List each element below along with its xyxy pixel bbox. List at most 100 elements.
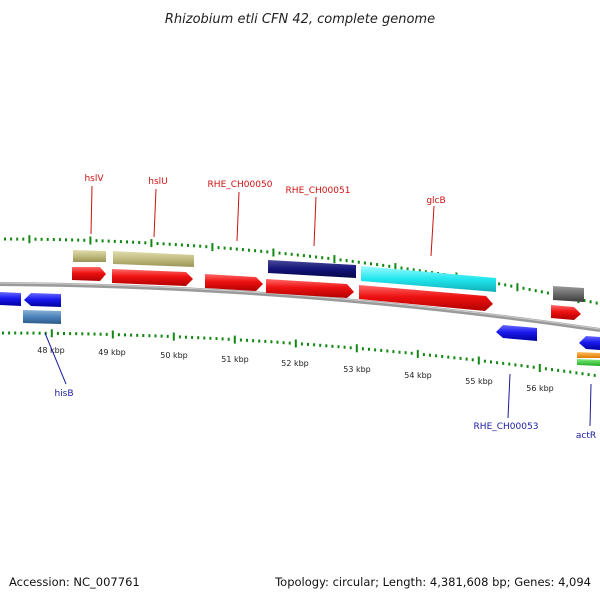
lower-tick-mark xyxy=(429,353,431,357)
lower-tick-mark xyxy=(313,343,316,347)
upper-tick-mark xyxy=(418,269,421,273)
upper-tick-mark xyxy=(10,237,13,241)
hslU-cog-block[interactable] xyxy=(113,251,194,267)
upper-tick-mark xyxy=(394,263,397,272)
lower-tick-mark xyxy=(343,345,346,349)
upper-tick-mark xyxy=(58,238,61,242)
genome-summary-text: Topology: circular; Length: 4,381,608 bp… xyxy=(274,575,591,589)
lower-tick-mark xyxy=(2,331,4,335)
upper-tick-mark xyxy=(174,243,177,247)
upper-tick-mark xyxy=(187,243,189,247)
lower-tick-mark xyxy=(252,339,255,343)
upper-tick-mark xyxy=(424,270,427,274)
tick-label-54: 54 kbp xyxy=(404,371,432,380)
label-hslU[interactable]: hslU xyxy=(148,177,167,187)
left-edge-gene-arrow[interactable] xyxy=(0,292,21,306)
lower-tick-mark xyxy=(276,340,279,344)
lower-tick-mark xyxy=(544,367,547,371)
lower-tick-mark xyxy=(172,332,175,341)
upper-tick-mark xyxy=(89,236,92,245)
hisB-gene-arrow[interactable] xyxy=(24,293,61,307)
upper-tick-mark xyxy=(65,238,67,242)
lower-tick-mark xyxy=(508,362,511,366)
hisB-leader-line xyxy=(44,332,67,385)
actR-cog-orange[interactable] xyxy=(577,352,600,358)
lower-tick-mark xyxy=(75,332,78,336)
upper-tick-mark xyxy=(254,249,257,253)
label-hslV[interactable]: hslV xyxy=(84,174,104,184)
upper-tick-mark xyxy=(357,260,360,264)
RHE_CH00051-cog-block[interactable] xyxy=(268,260,356,278)
top-gene-labels: hslV hslU RHE_CH00050 RHE_CH00051 glcB xyxy=(84,174,446,257)
actR-gene-arrow[interactable] xyxy=(579,336,600,350)
RHE_CH00053-leader-line xyxy=(507,373,511,419)
upper-tick-mark xyxy=(595,301,598,305)
upper-tick-mark xyxy=(235,247,238,251)
actR-cog-green[interactable] xyxy=(577,359,600,366)
RHE_CH00050-gene-arrow[interactable] xyxy=(205,274,263,291)
kbp-axis-labels: 48 kbp 49 kbp 50 kbp 51 kbp 52 kbp 53 kb… xyxy=(37,346,554,393)
lower-tick-mark xyxy=(38,331,41,335)
lower-tick-mark xyxy=(368,347,370,351)
upper-tick-mark xyxy=(583,299,586,302)
lower-tick-mark xyxy=(532,365,535,369)
lower-tick-mark xyxy=(441,355,444,358)
upper-tick-mark xyxy=(309,254,311,258)
glcB-gene-arrow[interactable] xyxy=(359,285,493,311)
actR-upstream-gene-arrow[interactable] xyxy=(551,305,581,320)
lower-tick-mark xyxy=(197,336,200,340)
upper-tick-mark xyxy=(522,286,525,290)
tick-label-53: 53 kbp xyxy=(343,365,371,374)
lower-tick-mark xyxy=(374,348,377,352)
upper-tick-mark xyxy=(162,242,165,246)
upper-tick-mark xyxy=(345,259,348,263)
label-RHE_CH00053[interactable]: RHE_CH00053 xyxy=(474,422,539,432)
hisB-cog-block[interactable] xyxy=(23,310,61,324)
upper-tick-mark xyxy=(168,242,171,246)
lower-tick-mark xyxy=(87,332,90,336)
lower-tick-mark xyxy=(136,333,139,337)
upper-tick-mark xyxy=(370,262,372,266)
label-RHE_CH00050[interactable]: RHE_CH00050 xyxy=(208,180,273,190)
hslU-gene-arrow[interactable] xyxy=(112,269,193,286)
map-title: Rhizobium etli CFN 42, complete genome xyxy=(165,12,435,27)
upper-tick-mark xyxy=(284,252,287,256)
lower-tick-mark xyxy=(270,340,273,344)
lower-tick-mark xyxy=(514,363,517,367)
upper-tick-mark xyxy=(516,283,519,292)
lower-tick-mark xyxy=(337,345,340,349)
forward-strand-genes xyxy=(72,267,581,320)
upper-tick-mark xyxy=(40,237,43,241)
upper-tick-mark xyxy=(132,240,135,244)
lower-tick-mark xyxy=(477,356,480,365)
label-glcB[interactable]: glcB xyxy=(426,196,445,206)
label-actR[interactable]: actR xyxy=(576,431,596,441)
upper-tick-mark xyxy=(278,251,281,255)
upper-tick-mark xyxy=(217,246,220,250)
upper-tick-mark xyxy=(510,284,513,288)
lower-tick-mark xyxy=(105,332,108,336)
hslV-cog-block[interactable] xyxy=(73,250,106,262)
lower-tick-mark xyxy=(471,358,474,362)
lower-tick-mark xyxy=(435,354,438,358)
upper-tick-mark xyxy=(205,245,208,249)
lower-tick-mark xyxy=(520,364,523,368)
upper-tick-mark xyxy=(46,237,49,241)
lower-tick-row xyxy=(2,329,596,377)
RHE_CH00051-gene-arrow[interactable] xyxy=(266,279,354,298)
upper-tick-mark xyxy=(302,254,305,258)
hslV-gene-arrow[interactable] xyxy=(72,267,106,281)
lower-tick-mark xyxy=(203,336,206,340)
lower-tick-mark xyxy=(221,337,224,341)
tick-label-51: 51 kbp xyxy=(221,355,249,364)
RHE_CH00053-gene-arrow[interactable] xyxy=(496,325,537,341)
label-RHE_CH00051[interactable]: RHE_CH00051 xyxy=(286,186,351,196)
label-hisB[interactable]: hisB xyxy=(54,389,73,399)
lower-tick-mark xyxy=(124,333,126,337)
lower-tick-mark xyxy=(26,331,29,335)
lower-tick-mark xyxy=(392,350,395,354)
glcB-cog-block[interactable] xyxy=(361,266,496,292)
lower-tick-mark xyxy=(490,360,492,364)
gray-cog-block[interactable] xyxy=(553,286,584,302)
